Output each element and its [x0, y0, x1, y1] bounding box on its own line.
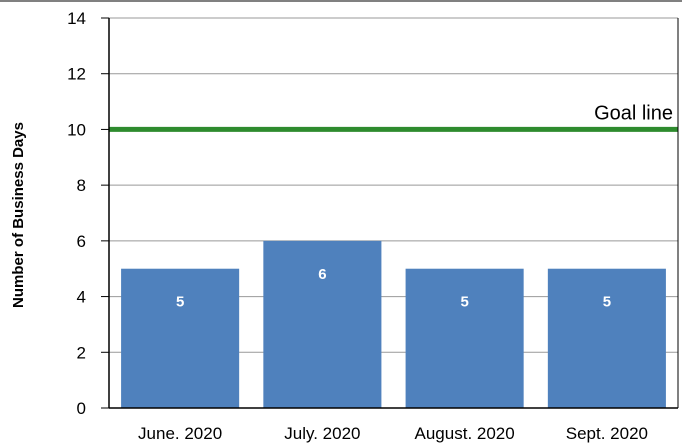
y-tick-label-10: 10: [67, 120, 86, 139]
y-tick-label-14: 14: [67, 9, 86, 28]
y-tick-label-6: 6: [77, 232, 86, 251]
y-tick-label-0: 0: [77, 399, 86, 418]
axes: [101, 17, 679, 409]
category-label-0: June. 2020: [138, 424, 222, 443]
bar-1: [263, 240, 382, 408]
y-tick-labels: 0 2 4 6 8 10 12 14: [67, 9, 86, 418]
y-tick-label-12: 12: [67, 65, 86, 84]
category-label-3: Sept. 2020: [566, 424, 648, 443]
y-tick-label-2: 2: [77, 343, 86, 362]
y-tick-label-8: 8: [77, 176, 86, 195]
data-label-3: 5: [603, 294, 611, 311]
category-label-1: July. 2020: [284, 424, 360, 443]
y-tick-label-4: 4: [77, 288, 86, 307]
bar-2: [405, 268, 524, 408]
y-axis-title: Number of Business Days: [10, 122, 27, 308]
bars: [121, 240, 666, 408]
data-labels: 5 6 5 5: [176, 266, 611, 311]
data-label-2: 5: [460, 294, 468, 311]
data-label-1: 6: [318, 266, 326, 283]
category-label-2: August. 2020: [415, 424, 515, 443]
data-label-0: 5: [176, 294, 184, 311]
x-category-labels: June. 2020 July. 2020 August. 2020 Sept. 20…: [138, 424, 648, 443]
goal-line-label: Goal line: [594, 102, 673, 124]
bar-3: [547, 268, 666, 408]
goal-line-group: Goal line: [109, 102, 678, 132]
bar-0: [121, 268, 240, 408]
